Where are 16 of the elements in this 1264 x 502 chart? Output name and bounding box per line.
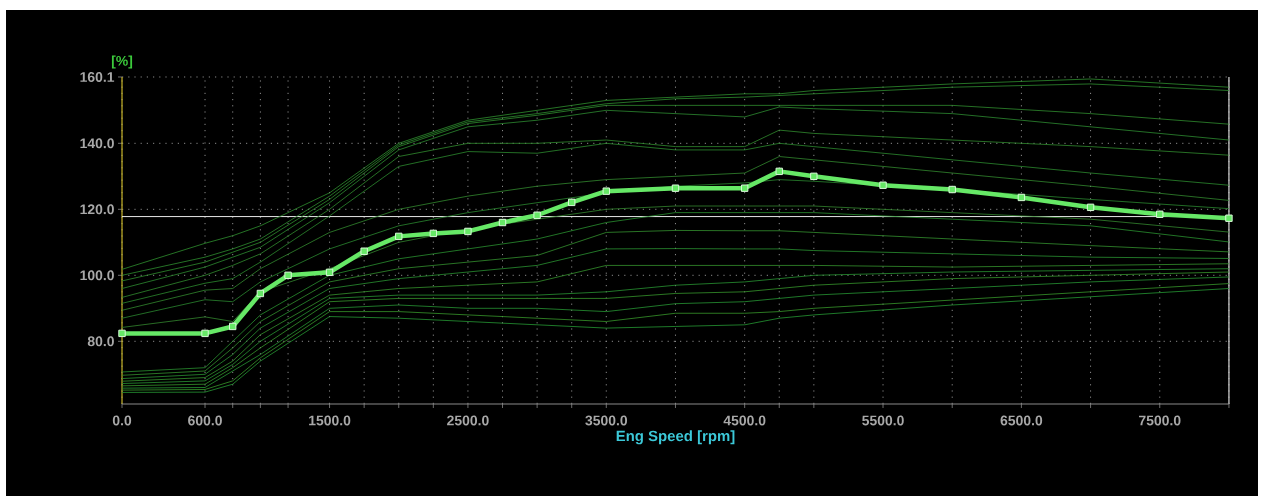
- x-tick-label: 6500.0: [1000, 415, 1043, 426]
- y-tick-label: 140.0: [80, 138, 114, 149]
- y-tick-label: 100.0: [80, 270, 114, 281]
- x-tick-label: 0.0: [112, 415, 132, 426]
- y-axis-title: [%]: [111, 55, 133, 69]
- x-tick-label: 3500.0: [585, 415, 628, 426]
- x-tick-label: 1500.0: [309, 415, 351, 426]
- y-tick-label: 80.0: [87, 336, 114, 347]
- x-tick-label: 2500.0: [447, 415, 489, 426]
- x-tick-label: 7500.0: [1139, 415, 1181, 426]
- y-tick-label: 120.0: [80, 204, 114, 215]
- x-tick-label: 4500.0: [723, 415, 766, 426]
- x-axis-title: Eng Speed [rpm]: [616, 430, 735, 445]
- x-tick-label: 5500.0: [862, 415, 904, 426]
- y-tick-label: 160.1: [80, 72, 115, 82]
- x-tick-label: 600.0: [188, 415, 222, 426]
